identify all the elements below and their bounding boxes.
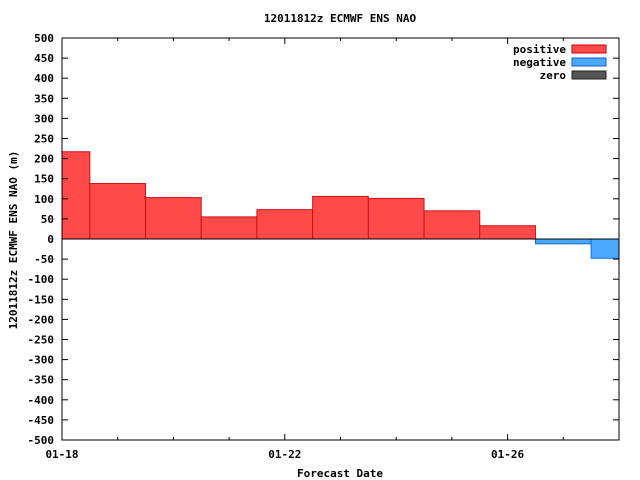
y-tick-label: -450	[28, 414, 55, 427]
y-tick-label: -350	[28, 374, 55, 387]
bar-0	[61, 151, 91, 240]
bar-5	[312, 195, 369, 240]
y-tick-label: -50	[34, 253, 54, 266]
legend-swatch	[571, 70, 607, 80]
y-tick-label: 100	[34, 193, 54, 206]
y-tick-label: 200	[34, 153, 54, 166]
y-tick-label: -200	[28, 313, 55, 326]
y-axis-label: 12011812z ECMWF ENS NAO (m)	[7, 151, 20, 330]
bar-2	[145, 197, 202, 240]
y-tick-label: 400	[34, 72, 54, 85]
y-tick-label: 0	[47, 233, 54, 246]
y-tick-label: -300	[28, 354, 55, 367]
x-tick-label: 01-18	[45, 448, 78, 461]
bar-8	[479, 225, 536, 240]
bar-9	[534, 238, 592, 245]
y-tick-label: -500	[28, 434, 55, 447]
y-tick-label: 350	[34, 92, 54, 105]
legend-label: negative	[513, 56, 566, 69]
y-tick-label: 250	[34, 133, 54, 146]
y-tick-label: -100	[28, 273, 55, 286]
bar-4	[256, 209, 314, 240]
y-tick-label: -150	[28, 293, 55, 306]
x-tick-label: 01-26	[491, 448, 524, 461]
bar-1	[89, 183, 147, 240]
bar-3	[200, 216, 258, 240]
chart-title: 12011812z ECMWF ENS NAO	[264, 12, 417, 25]
y-tick-label: 300	[34, 112, 54, 125]
bar-6	[367, 197, 425, 240]
bar-10	[590, 238, 620, 259]
legend-label: positive	[513, 43, 566, 56]
y-tick-label: 500	[34, 32, 54, 45]
y-tick-label: 50	[41, 213, 54, 226]
legend-swatch	[571, 57, 607, 67]
y-tick-label: 150	[34, 173, 54, 186]
x-tick-label: 01-22	[268, 448, 301, 461]
x-axis-label: Forecast Date	[297, 467, 383, 480]
y-tick-label: 450	[34, 52, 54, 65]
bars-layer	[61, 151, 620, 259]
legend-label: zero	[540, 69, 567, 82]
y-tick-label: -400	[28, 394, 55, 407]
bar-7	[423, 210, 481, 240]
y-tick-label: -250	[28, 334, 55, 347]
axes-layer: 500450400350300250200150100500-50-100-15…	[28, 32, 620, 461]
legend-swatch	[571, 44, 607, 54]
